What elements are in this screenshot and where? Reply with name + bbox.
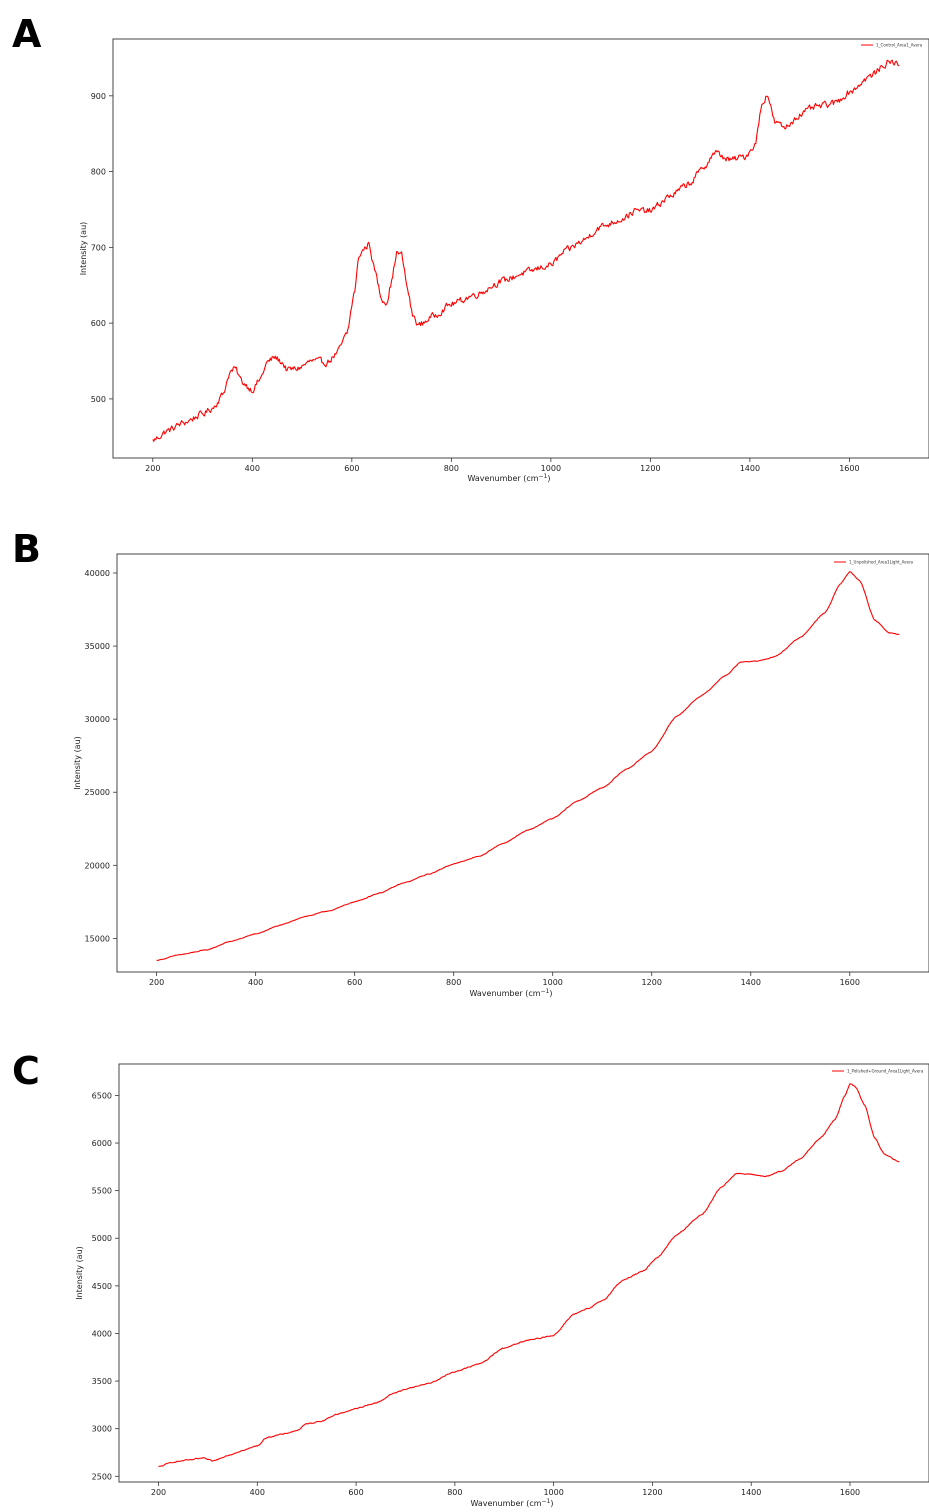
panel-letter-b: B	[12, 527, 41, 571]
x-tick-label: 400	[248, 978, 263, 987]
y-tick-label: 4000	[92, 1329, 112, 1338]
y-tick-label: 800	[91, 168, 106, 177]
y-tick-label: 700	[91, 243, 106, 252]
y-tick-label: 15000	[85, 934, 110, 943]
x-axis-title: Wavenumber	[467, 474, 523, 483]
x-axis-unit-exponent: −1	[539, 473, 548, 480]
chart-panel-a: A 200 400 600 800 1000 1200 1400 1600 500 600 700 8…	[12, 12, 929, 483]
y-tick-label: 500	[91, 395, 106, 404]
y-tick-label: 4500	[92, 1282, 112, 1291]
y-tick-label: 600	[91, 319, 106, 328]
y-tick-label: 20000	[85, 861, 110, 870]
x-tick-label: 600	[347, 978, 362, 987]
x-axis-unit-exponent: −1	[541, 988, 550, 995]
spectrum-line-b	[156, 571, 900, 961]
x-axis-label-a: Wavenumber (cm−1)	[467, 473, 550, 483]
y-tick-label: 3500	[92, 1377, 112, 1386]
legend: 1_Unpolished_Area1Light_Avera	[834, 560, 914, 565]
x-tick-label: 400	[250, 1488, 265, 1497]
y-tick-label: 900	[91, 92, 106, 101]
chart-panel-c: C 200 400 600 800 1000 1200 1400 1600 2500 3000 35…	[12, 1049, 929, 1508]
x-axis-label-c: Wavenumber (cm−1)	[470, 1498, 553, 1508]
x-tick-label: 1000	[543, 978, 563, 987]
x-tick-label: 1400	[741, 978, 761, 987]
x-tick-label: 1400	[740, 464, 760, 473]
y-axis-label-c: Intensity (au)	[75, 1246, 84, 1300]
y-axis-label-b: Intensity (au)	[73, 736, 82, 790]
legend-label-c: 1_Polished+Ground_Area1Light_Avera	[847, 1069, 924, 1074]
x-tick-label: 1000	[543, 1488, 563, 1497]
x-axis-title: Wavenumber	[469, 989, 525, 998]
plot-area	[112, 38, 929, 459]
x-tick-label: 1600	[840, 1488, 860, 1497]
x-tick-label: 200	[145, 464, 160, 473]
spectrum-line-a	[152, 59, 900, 442]
legend-label-a: 1_Control_Area1_Avera	[876, 43, 923, 48]
x-tick-label: 200	[149, 978, 164, 987]
y-tick-label: 5500	[92, 1187, 112, 1196]
y-tick-label: 6000	[92, 1139, 112, 1148]
panel-letter-a: A	[12, 12, 42, 56]
x-axis-unit: (cm	[525, 989, 541, 998]
y-tick-label: 2500	[92, 1472, 112, 1481]
axis-ticks: 200 400 600 800 1000 1200 1400 1600 15000 20000 25…	[85, 569, 860, 987]
chart-panel-b: B 200 400 600 800 1000 1200 1400 1600 15000 20000…	[12, 527, 929, 998]
plot-area	[116, 553, 929, 973]
y-tick-label: 25000	[85, 788, 110, 797]
y-axis-label-a: Intensity (au)	[79, 222, 88, 276]
axis-ticks: 200 400 600 800 1000 1200 1400 1600 2500 3000 3500…	[92, 1091, 861, 1497]
x-axis-unit-close: )	[550, 1499, 553, 1508]
x-axis-unit-exponent: −1	[542, 1498, 551, 1505]
y-tick-label: 5000	[92, 1234, 112, 1243]
x-axis-unit-close: )	[549, 989, 552, 998]
x-axis-unit-close: )	[547, 474, 550, 483]
x-tick-label: 800	[444, 464, 459, 473]
spectrum-line-c	[158, 1083, 900, 1468]
y-tick-label: 30000	[85, 715, 110, 724]
legend: 1_Polished+Ground_Area1Light_Avera	[832, 1069, 924, 1074]
x-axis-title: Wavenumber	[470, 1499, 526, 1508]
x-axis-unit: (cm	[523, 474, 539, 483]
y-tick-label: 6500	[92, 1091, 112, 1100]
x-tick-label: 1600	[839, 464, 859, 473]
x-axis-label-b: Wavenumber (cm−1)	[469, 988, 552, 998]
x-tick-label: 1600	[840, 978, 860, 987]
axis-ticks: 200 400 600 800 1000 1200 1400 1600 500 600 700 800…	[91, 92, 860, 473]
x-tick-label: 400	[245, 464, 260, 473]
x-tick-label: 200	[151, 1488, 166, 1497]
y-tick-label: 40000	[85, 569, 110, 578]
x-axis-unit: (cm	[526, 1499, 542, 1508]
x-tick-label: 600	[344, 464, 359, 473]
x-tick-label: 1200	[640, 464, 660, 473]
x-tick-label: 1000	[541, 464, 561, 473]
plot-area	[118, 1063, 929, 1483]
panel-letter-c: C	[12, 1049, 40, 1093]
x-tick-label: 1400	[741, 1488, 761, 1497]
x-tick-label: 1200	[642, 978, 662, 987]
x-tick-label: 800	[447, 1488, 462, 1497]
legend-label-b: 1_Unpolished_Area1Light_Avera	[849, 560, 914, 565]
x-tick-label: 600	[348, 1488, 363, 1497]
legend: 1_Control_Area1_Avera	[861, 43, 923, 48]
x-tick-label: 1200	[642, 1488, 662, 1497]
y-tick-label: 35000	[85, 642, 110, 651]
x-tick-label: 800	[446, 978, 461, 987]
y-tick-label: 3000	[92, 1425, 112, 1434]
